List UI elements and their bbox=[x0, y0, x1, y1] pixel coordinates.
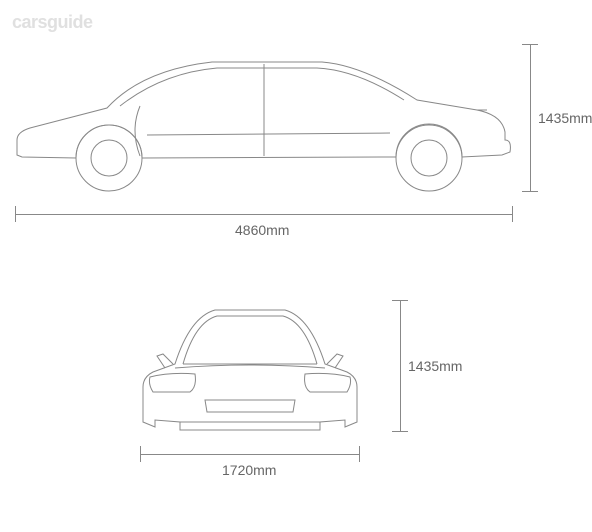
front-width-label: 1720mm bbox=[222, 462, 276, 478]
side-view-container bbox=[12, 40, 512, 220]
front-width-tick-right bbox=[359, 446, 360, 462]
front-width-tick-left bbox=[140, 446, 141, 462]
side-height-dim-line bbox=[530, 44, 531, 192]
side-length-dim-line bbox=[15, 214, 513, 215]
front-height-label: 1435mm bbox=[408, 358, 462, 374]
front-height-tick-bottom bbox=[392, 431, 408, 432]
front-height-tick-top bbox=[392, 300, 408, 301]
side-length-tick-right bbox=[512, 206, 513, 222]
car-side-outline bbox=[12, 40, 512, 200]
side-length-label: 4860mm bbox=[235, 222, 289, 238]
car-front-outline bbox=[135, 292, 365, 452]
side-height-tick-top bbox=[522, 44, 538, 45]
front-view-container bbox=[135, 292, 395, 472]
side-height-tick-bottom bbox=[522, 191, 538, 192]
front-width-dim-line bbox=[140, 454, 360, 455]
watermark: carsguide bbox=[12, 12, 93, 33]
side-length-tick-left bbox=[15, 206, 16, 222]
side-height-label: 1435mm bbox=[538, 110, 592, 126]
front-height-dim-line bbox=[400, 300, 401, 432]
